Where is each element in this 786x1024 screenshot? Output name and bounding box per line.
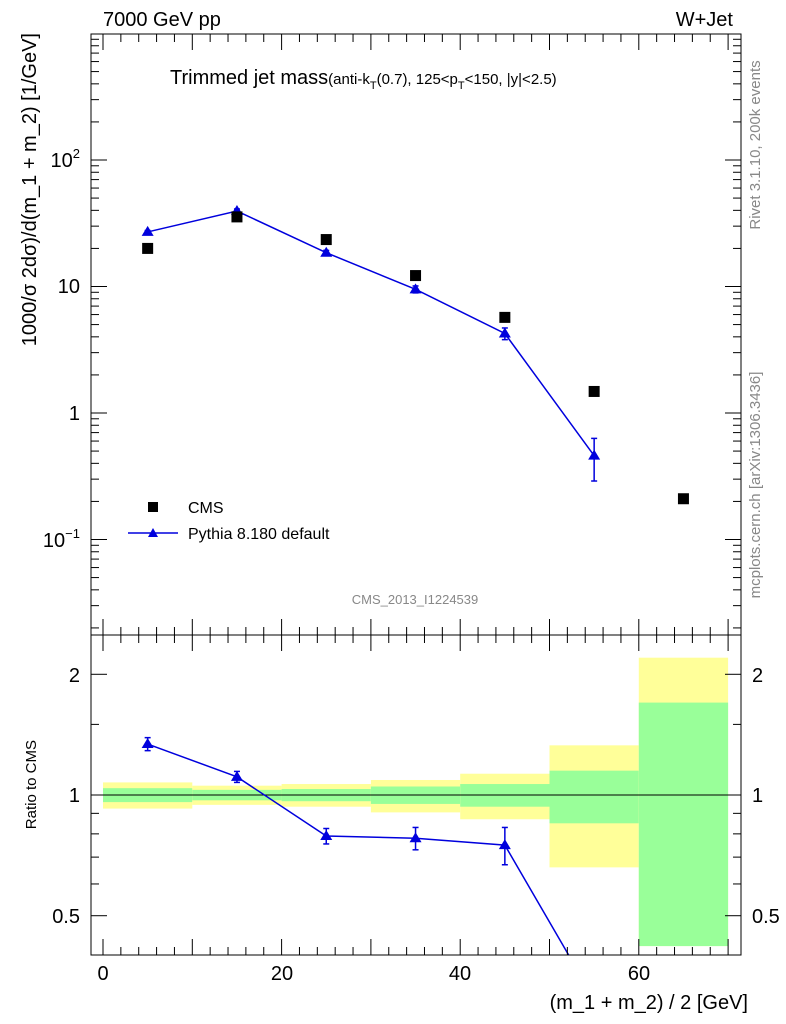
header-left: 7000 GeV pp (103, 9, 221, 31)
ratio-mc-point (320, 830, 333, 841)
cms-point (410, 270, 422, 282)
ratio-clipped (141, 736, 570, 955)
main-frame (90, 33, 742, 636)
ratio-bands (103, 657, 729, 947)
ytick-label-100: 102 (51, 146, 80, 172)
ytick-label-0p1-base: 10 (43, 530, 65, 552)
main-series (141, 205, 689, 505)
legend-marker-cms (148, 502, 158, 512)
ratio-mc-point (230, 770, 243, 781)
legend-label-mc: Pythia 8.180 default (188, 526, 330, 543)
legend: CMS Pythia 8.180 default (128, 500, 330, 543)
title-sub-a: (anti-k (328, 71, 370, 88)
title-sub-c: (0.7), 125<p (377, 71, 458, 88)
legend-label-cms: CMS (188, 500, 224, 517)
ratio-ytick-left-2: 2 (69, 665, 80, 687)
xtick-label-60: 60 (628, 963, 650, 985)
ytick-label-0p1-exp: −1 (65, 526, 80, 541)
mc-point (141, 225, 154, 236)
cms-point (588, 385, 600, 397)
ratio-mc-point (141, 738, 154, 749)
band-inner-5 (549, 770, 639, 824)
legend-marker-mc (148, 528, 158, 537)
ratio-ylabel: Ratio to CMS (23, 740, 40, 829)
axis-tick-labels: 0 20 40 60 10−1 1 10 102 0.5 1 2 0.5 1 2 (43, 146, 780, 985)
mc-point (409, 283, 422, 294)
mcplots-label: mcplots.cern.ch [arXiv:1306.3436] (747, 372, 764, 599)
axis-ticks (91, 34, 741, 955)
ratio-ytick-left-0p5: 0.5 (52, 906, 80, 928)
ratio-mc-point (498, 839, 511, 850)
cms-point (677, 493, 689, 505)
xtick-label-40: 40 (449, 963, 471, 985)
title-sub-d: T (458, 80, 465, 92)
ratio-ytick-left-1: 1 (69, 785, 80, 807)
mc-line (147, 210, 595, 457)
plot-title: Trimmed jet mass(anti-kT(0.7), 125<pT<15… (170, 67, 557, 92)
xaxis-label: (m_1 + m_2) / 2 [GeV] (550, 992, 748, 1014)
ytick-label-100-exp: 2 (73, 146, 80, 161)
ratio-mc-line (147, 743, 570, 955)
band-inner-6 (638, 702, 729, 947)
ratio-ytick-right-2: 2 (752, 665, 763, 687)
mc-point (588, 449, 601, 460)
ytick-label-10: 10 (58, 276, 80, 298)
cms-point (499, 311, 511, 323)
cms-point (320, 234, 332, 246)
ratio-ytick-right-0p5: 0.5 (752, 906, 780, 928)
title-sub-e: <150, |y|<2.5) (465, 71, 557, 88)
xtick-label-0: 0 (97, 963, 108, 985)
title-sub-b: T (370, 80, 377, 92)
ytick-label-100-base: 10 (51, 150, 73, 172)
mc-point (320, 246, 333, 257)
xtick-label-20: 20 (271, 963, 293, 985)
ratio-ytick-right-1: 1 (752, 785, 763, 807)
ytick-label-0p1: 10−1 (43, 526, 80, 552)
ytick-label-1: 1 (69, 403, 80, 425)
cms-point (142, 242, 154, 254)
rivet-label: Rivet 3.1.10, 200k events (747, 60, 764, 229)
cms-point (231, 211, 243, 223)
main-ylabel: 1000/σ 2dσ)/d(m_1 + m_2) [1/GeV] (19, 33, 41, 346)
watermark: CMS_2013_I1224539 (352, 592, 479, 607)
ratio-series (141, 736, 570, 955)
mc-point (498, 327, 511, 338)
ratio-mc-point (409, 832, 422, 843)
header-right: W+Jet (676, 9, 734, 31)
title-main: Trimmed jet mass (170, 67, 328, 89)
